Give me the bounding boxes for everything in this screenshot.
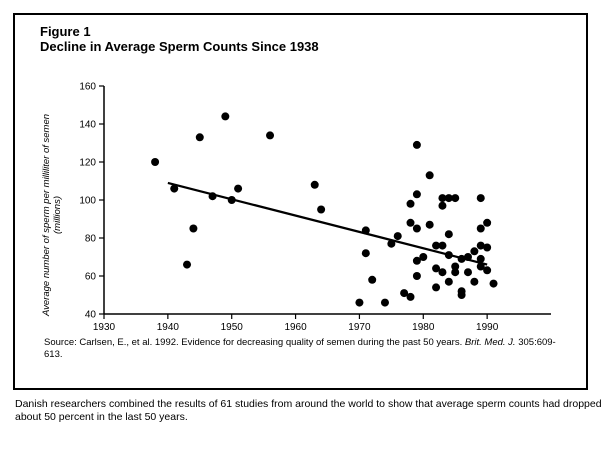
data-point bbox=[412, 190, 421, 199]
x-tick-label: 1940 bbox=[157, 322, 180, 333]
data-point bbox=[183, 260, 192, 269]
data-point bbox=[412, 256, 421, 265]
data-point bbox=[438, 241, 447, 250]
data-point bbox=[432, 264, 441, 273]
data-point bbox=[419, 253, 428, 261]
data-point bbox=[425, 220, 434, 229]
data-point bbox=[387, 239, 396, 248]
data-point bbox=[483, 218, 492, 227]
figure-frame bbox=[13, 13, 588, 390]
y-tick-label: 120 bbox=[79, 158, 96, 169]
data-points bbox=[151, 112, 498, 307]
y-tick-label: 60 bbox=[85, 272, 97, 283]
y-axis-label-group: Average number of sperm per milliliter o… bbox=[41, 114, 63, 317]
data-point bbox=[457, 291, 466, 299]
data-point bbox=[444, 277, 453, 286]
data-point bbox=[489, 279, 498, 288]
data-point bbox=[438, 194, 447, 203]
data-point bbox=[361, 249, 370, 258]
figure-label: Figure 1 bbox=[40, 24, 91, 39]
data-point bbox=[476, 254, 485, 263]
y-tick-label: 40 bbox=[85, 310, 97, 321]
x-axis-ticks: 1930 1940 1950 1960 1970 1980 1990 bbox=[93, 314, 499, 333]
data-point bbox=[470, 247, 479, 256]
y-axis-label-line2: (millions) bbox=[52, 196, 63, 234]
data-point bbox=[444, 251, 453, 260]
x-tick-label: 1930 bbox=[93, 322, 116, 333]
data-point bbox=[483, 266, 492, 275]
data-point bbox=[400, 289, 409, 298]
source-citation: Source: Carlsen, E., et al. 1992. Eviden… bbox=[44, 337, 564, 361]
data-point bbox=[368, 275, 377, 284]
data-point bbox=[266, 131, 275, 140]
y-tick-label: 160 bbox=[79, 82, 96, 93]
x-tick-label: 1950 bbox=[221, 322, 244, 333]
y-tick-label: 80 bbox=[85, 234, 97, 245]
data-point bbox=[476, 262, 485, 271]
source-journal: Brit. Med. J. bbox=[464, 337, 516, 348]
data-point bbox=[317, 205, 326, 214]
trend-line bbox=[167, 181, 488, 266]
data-point bbox=[451, 268, 460, 277]
figure-caption: Danish researchers combined the results … bbox=[15, 398, 602, 423]
data-point bbox=[451, 194, 460, 203]
trend-line-group bbox=[167, 181, 488, 266]
data-point bbox=[406, 218, 415, 227]
data-point bbox=[412, 272, 421, 280]
data-point bbox=[463, 253, 472, 261]
data-point bbox=[470, 277, 479, 286]
data-point bbox=[310, 180, 319, 189]
data-point bbox=[476, 224, 485, 233]
data-point bbox=[393, 232, 402, 241]
data-point bbox=[444, 194, 453, 203]
source-prefix: Source: Carlsen, E., et al. 1992. Eviden… bbox=[44, 337, 465, 348]
data-point bbox=[170, 184, 179, 193]
data-point bbox=[361, 226, 370, 235]
x-tick-label: 1990 bbox=[476, 322, 499, 333]
data-point bbox=[412, 224, 421, 233]
y-tick-label: 140 bbox=[79, 120, 96, 131]
data-point bbox=[221, 112, 230, 121]
y-axis-ticks: 40 60 80 100 120 140 160 bbox=[79, 82, 104, 321]
x-tick-label: 1970 bbox=[348, 322, 371, 333]
data-point bbox=[189, 224, 198, 233]
data-point bbox=[457, 254, 466, 263]
data-point bbox=[438, 201, 447, 210]
data-point bbox=[406, 199, 415, 208]
data-point bbox=[438, 268, 447, 277]
y-tick-label: 100 bbox=[79, 196, 96, 207]
data-point bbox=[195, 133, 204, 142]
data-point bbox=[444, 230, 453, 239]
data-point bbox=[432, 283, 441, 292]
data-point bbox=[234, 184, 243, 193]
figure-title: Decline in Average Sperm Counts Since 19… bbox=[40, 39, 319, 54]
data-point bbox=[425, 171, 434, 180]
data-point bbox=[476, 241, 485, 250]
data-point bbox=[151, 158, 160, 166]
data-point bbox=[432, 241, 441, 250]
data-point bbox=[451, 262, 460, 271]
data-point bbox=[476, 194, 485, 203]
data-point bbox=[406, 292, 415, 301]
data-point bbox=[483, 243, 492, 252]
data-point bbox=[380, 298, 389, 307]
x-tick-label: 1980 bbox=[412, 322, 435, 333]
data-point bbox=[208, 192, 217, 201]
source-suffix: 305:609-613. bbox=[44, 337, 556, 360]
x-tick-label: 1960 bbox=[284, 322, 307, 333]
data-point bbox=[355, 298, 364, 307]
data-point bbox=[412, 140, 421, 149]
data-point bbox=[463, 268, 472, 277]
y-axis-label-line1: Average number of sperm per milliliter o… bbox=[41, 114, 52, 317]
data-point bbox=[227, 196, 236, 204]
